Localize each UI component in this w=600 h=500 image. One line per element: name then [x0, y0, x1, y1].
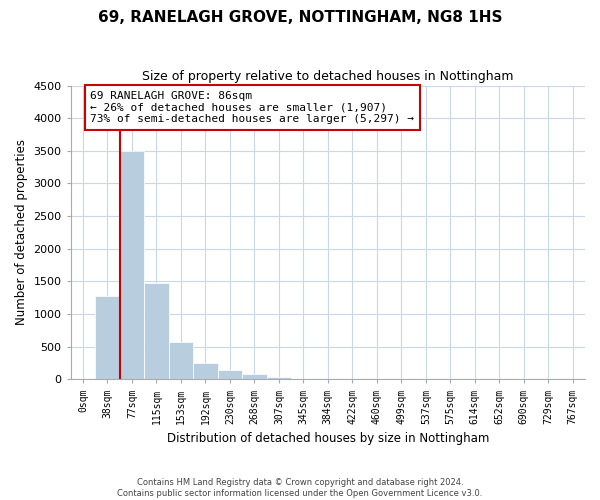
Bar: [119, 151, 144, 380]
Y-axis label: Number of detached properties: Number of detached properties: [15, 140, 28, 326]
Bar: [144, 283, 169, 380]
Text: 69, RANELAGH GROVE, NOTTINGHAM, NG8 1HS: 69, RANELAGH GROVE, NOTTINGHAM, NG8 1HS: [98, 10, 502, 25]
Bar: [266, 378, 291, 380]
Text: Contains HM Land Registry data © Crown copyright and database right 2024.
Contai: Contains HM Land Registry data © Crown c…: [118, 478, 482, 498]
Bar: [242, 374, 266, 380]
Bar: [169, 342, 193, 380]
Text: 69 RANELAGH GROVE: 86sqm
← 26% of detached houses are smaller (1,907)
73% of sem: 69 RANELAGH GROVE: 86sqm ← 26% of detach…: [91, 91, 415, 124]
Title: Size of property relative to detached houses in Nottingham: Size of property relative to detached ho…: [142, 70, 514, 83]
Bar: [95, 296, 119, 380]
X-axis label: Distribution of detached houses by size in Nottingham: Distribution of detached houses by size …: [167, 432, 489, 445]
Bar: [193, 363, 218, 380]
Bar: [218, 370, 242, 380]
